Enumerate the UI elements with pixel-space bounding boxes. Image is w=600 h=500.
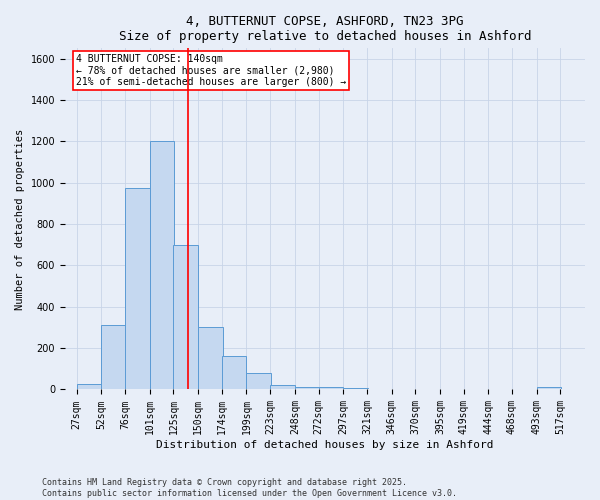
Bar <box>125 188 150 390</box>
Bar <box>343 388 368 390</box>
Bar <box>198 328 223 390</box>
Bar <box>101 326 126 390</box>
Bar <box>295 388 320 390</box>
Bar <box>173 244 198 390</box>
Text: 4 BUTTERNUT COPSE: 140sqm
← 78% of detached houses are smaller (2,980)
21% of se: 4 BUTTERNUT COPSE: 140sqm ← 78% of detac… <box>76 54 346 87</box>
Title: 4, BUTTERNUT COPSE, ASHFORD, TN23 3PG
Size of property relative to detached hous: 4, BUTTERNUT COPSE, ASHFORD, TN23 3PG Si… <box>119 15 531 43</box>
Bar <box>319 388 343 390</box>
X-axis label: Distribution of detached houses by size in Ashford: Distribution of detached houses by size … <box>156 440 494 450</box>
Bar <box>536 388 562 390</box>
Text: Contains HM Land Registry data © Crown copyright and database right 2025.
Contai: Contains HM Land Registry data © Crown c… <box>42 478 457 498</box>
Bar <box>367 389 392 390</box>
Bar <box>77 384 101 390</box>
Bar <box>150 142 175 390</box>
Bar <box>392 389 416 390</box>
Y-axis label: Number of detached properties: Number of detached properties <box>15 128 25 310</box>
Bar <box>222 356 247 390</box>
Bar <box>270 386 295 390</box>
Bar <box>247 373 271 390</box>
